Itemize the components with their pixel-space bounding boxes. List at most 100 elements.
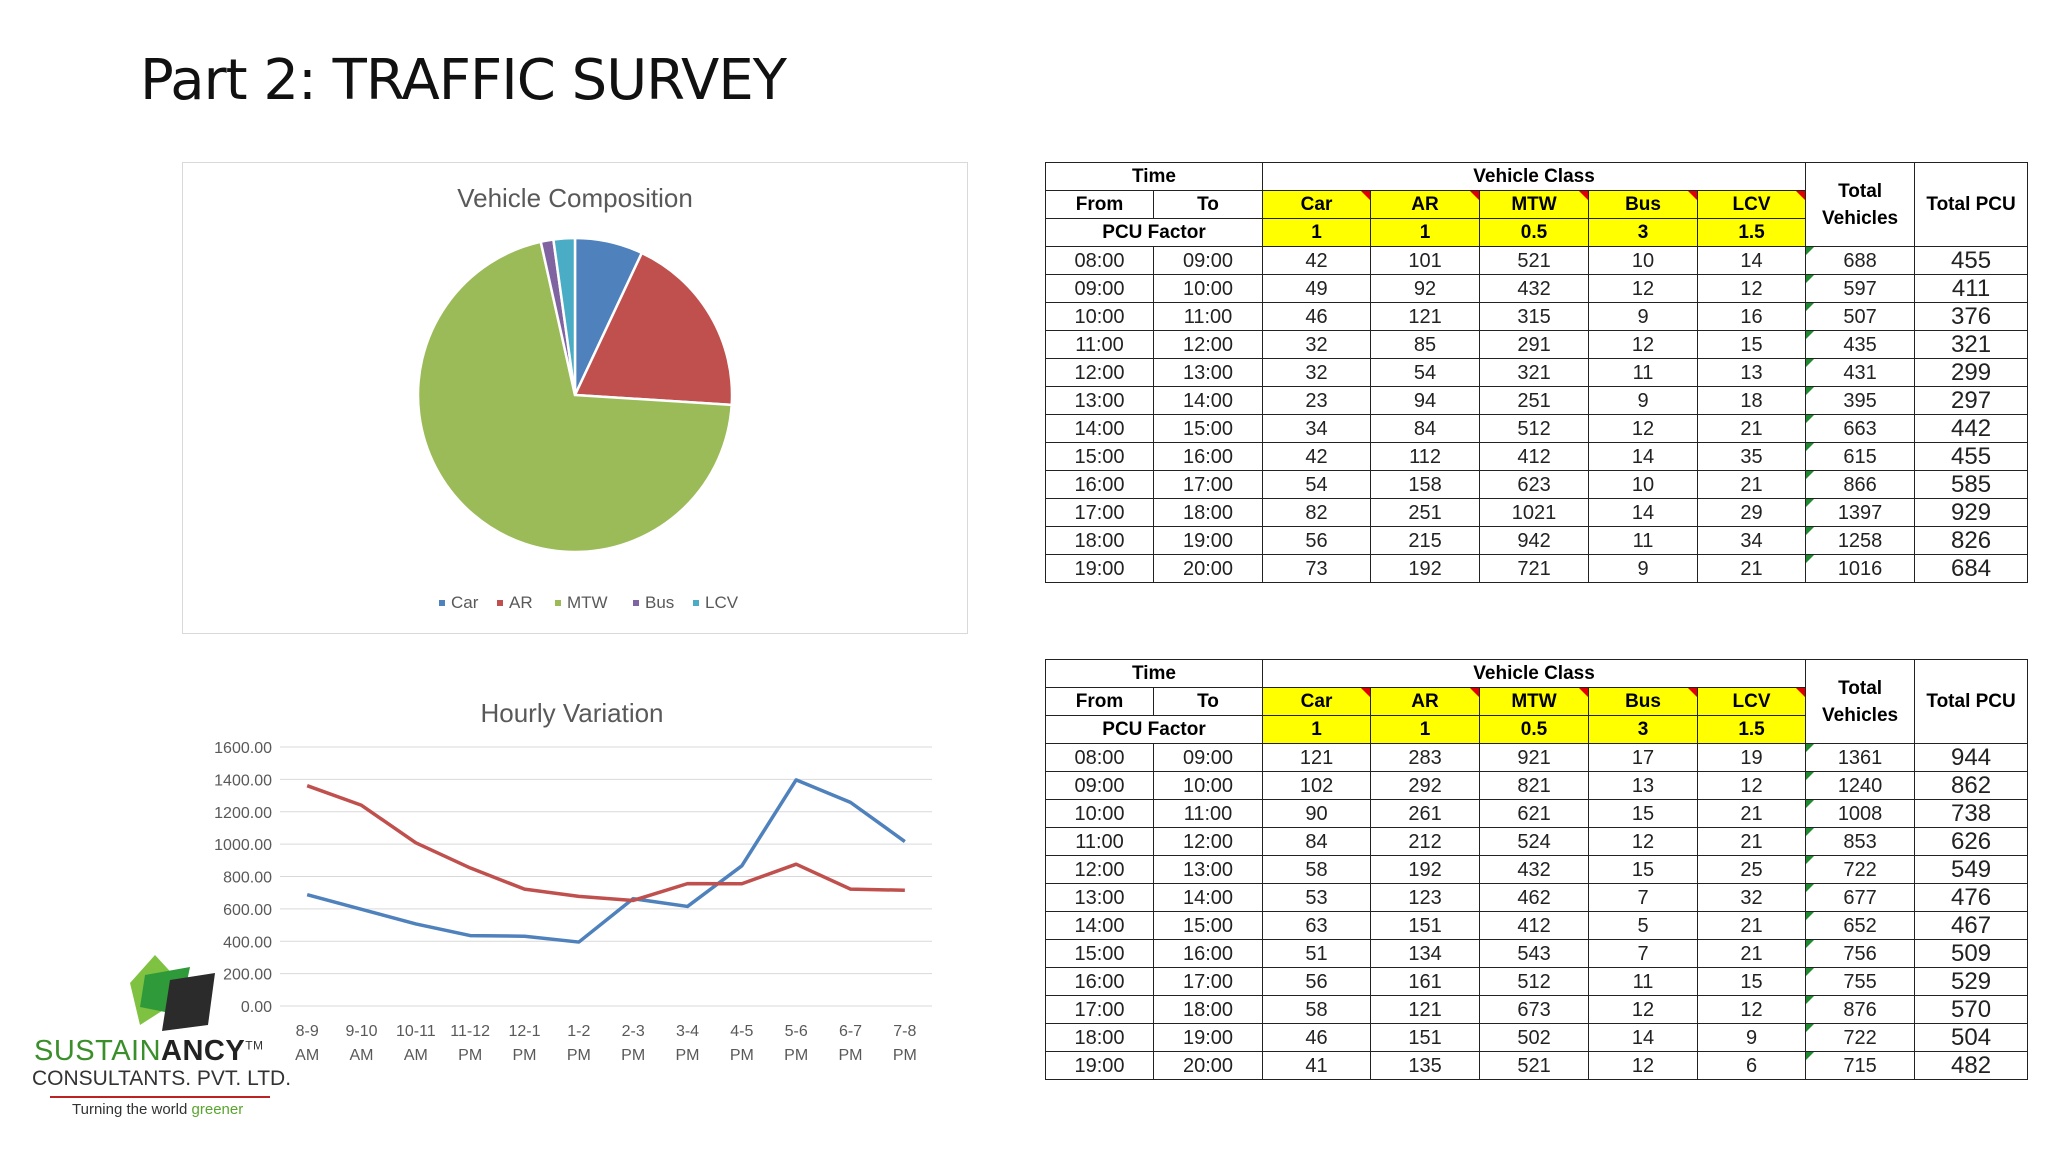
- table-cell: 722: [1805, 1023, 1916, 1052]
- table-cell: 19:00: [1045, 554, 1154, 583]
- table-cell: 16:00: [1152, 939, 1264, 968]
- class-ar-header: AR: [1370, 687, 1481, 716]
- table-cell: 16:00: [1045, 967, 1154, 996]
- table-cell: 10:00: [1045, 799, 1154, 828]
- x-tick-label: 8-9: [296, 1023, 319, 1040]
- table-cell: 10: [1588, 470, 1699, 499]
- table-cell: 652: [1805, 911, 1916, 940]
- table-cell: 5: [1588, 911, 1699, 940]
- table-cell: 192: [1370, 855, 1481, 884]
- table-cell: 73: [1262, 554, 1372, 583]
- table-cell: 12: [1697, 771, 1807, 800]
- legend-label-ar: AR: [509, 593, 533, 612]
- table-cell: 17:00: [1152, 470, 1264, 499]
- table-row: 17:00 18:00 58 121 673 12 12 876 570: [1045, 995, 2029, 1024]
- table-cell: 13: [1697, 358, 1807, 387]
- table-cell: 12: [1588, 414, 1699, 443]
- table-cell: 34: [1262, 414, 1372, 443]
- table-cell: 18: [1697, 386, 1807, 415]
- table-cell: 82: [1262, 498, 1372, 527]
- table-cell: 442: [1914, 414, 2029, 443]
- table-cell: 10:00: [1152, 771, 1264, 800]
- line-chart-panel: Hourly Variation 1600.00 1400.00 1200.00 10…: [190, 680, 954, 1086]
- x-tick-label: PM: [676, 1047, 700, 1064]
- table-cell: 1397: [1805, 498, 1916, 527]
- table-cell: 11: [1588, 358, 1699, 387]
- table-cell: 13:00: [1045, 883, 1154, 912]
- table-cell: 688: [1805, 246, 1916, 275]
- x-tick-label: AM: [295, 1047, 319, 1064]
- table-cell: 585: [1914, 470, 2029, 499]
- table-cell: 10:00: [1152, 274, 1264, 303]
- table-cell: 21: [1697, 470, 1807, 499]
- table-cell: 63: [1262, 911, 1372, 940]
- factor-lcv: 1.5: [1697, 218, 1807, 247]
- table-cell: 1008: [1805, 799, 1916, 828]
- table-row: 19:00 20:00 41 135 521 12 6 715 482: [1045, 1051, 2029, 1080]
- table-cell: 29: [1697, 498, 1807, 527]
- table-row: 11:00 12:00 84 212 524 12 21 853 626: [1045, 827, 2029, 856]
- class-lcv-header: LCV: [1697, 190, 1807, 219]
- table-cell: 08:00: [1045, 246, 1154, 275]
- table-cell: 462: [1479, 883, 1590, 912]
- factor-bus: 3: [1588, 218, 1699, 247]
- x-tick-label: PM: [839, 1047, 863, 1064]
- table-cell: 21: [1697, 414, 1807, 443]
- table-cell: 12:00: [1045, 855, 1154, 884]
- table-cell: 11: [1588, 967, 1699, 996]
- line-series-1: [306, 778, 906, 944]
- table-cell: 18:00: [1045, 526, 1154, 555]
- table-cell: 1258: [1805, 526, 1916, 555]
- table-cell: 09:00: [1152, 743, 1264, 772]
- table-cell: 543: [1479, 939, 1590, 968]
- table-cell: 94: [1370, 386, 1481, 415]
- table-cell: 16:00: [1152, 442, 1264, 471]
- table-cell: 92: [1370, 274, 1481, 303]
- table-cell: 13:00: [1045, 386, 1154, 415]
- table-cell: 32: [1262, 358, 1372, 387]
- table-cell: 432: [1479, 274, 1590, 303]
- line-chart-title: Hourly Variation: [480, 698, 663, 728]
- table-row: 17:00 18:00 82 251 1021 14 29 1397 929: [1045, 498, 2029, 527]
- class-car-header: Car: [1262, 687, 1372, 716]
- class-ar-header: AR: [1370, 190, 1481, 219]
- table-cell: 14: [1588, 442, 1699, 471]
- table-cell: 412: [1479, 442, 1590, 471]
- factor-mtw: 0.5: [1479, 218, 1590, 247]
- table-cell: 84: [1262, 827, 1372, 856]
- table-cell: 529: [1914, 967, 2029, 996]
- table-cell: 18:00: [1152, 498, 1264, 527]
- table-row: 16:00 17:00 54 158 623 10 21 866 585: [1045, 470, 2029, 499]
- table-cell: 722: [1805, 855, 1916, 884]
- table-cell: 921: [1479, 743, 1590, 772]
- table-cell: 251: [1479, 386, 1590, 415]
- table-cell: 215: [1370, 526, 1481, 555]
- table-cell: 11:00: [1045, 330, 1154, 359]
- company-logo: SUSTAINANCYTM CONSULTANTS. PVT. LTD. Tur…: [30, 945, 300, 1125]
- table-cell: 677: [1805, 883, 1916, 912]
- table-cell: 15:00: [1045, 442, 1154, 471]
- table-cell: 14:00: [1045, 911, 1154, 940]
- y-tick-label: 1200.00: [214, 805, 272, 822]
- table-cell: 192: [1370, 554, 1481, 583]
- table-cell: 14:00: [1152, 386, 1264, 415]
- table-cell: 10:00: [1045, 302, 1154, 331]
- table-cell: 1240: [1805, 771, 1916, 800]
- table-cell: 34: [1697, 526, 1807, 555]
- table-cell: 09:00: [1045, 274, 1154, 303]
- table-cell: 42: [1262, 246, 1372, 275]
- table-row: 13:00 14:00 53 123 462 7 32 677 476: [1045, 883, 2029, 912]
- table-cell: 10: [1588, 246, 1699, 275]
- table-cell: 944: [1914, 743, 2029, 772]
- table-cell: 509: [1914, 939, 2029, 968]
- table-cell: 395: [1805, 386, 1916, 415]
- table-cell: 16:00: [1045, 470, 1154, 499]
- table-cell: 53: [1262, 883, 1372, 912]
- table-cell: 297: [1914, 386, 2029, 415]
- table-cell: 673: [1479, 995, 1590, 1024]
- table-cell: 467: [1914, 911, 2029, 940]
- table-cell: 12:00: [1152, 330, 1264, 359]
- x-tick-label: PM: [730, 1047, 754, 1064]
- table-cell: 942: [1479, 526, 1590, 555]
- table-cell: 212: [1370, 827, 1481, 856]
